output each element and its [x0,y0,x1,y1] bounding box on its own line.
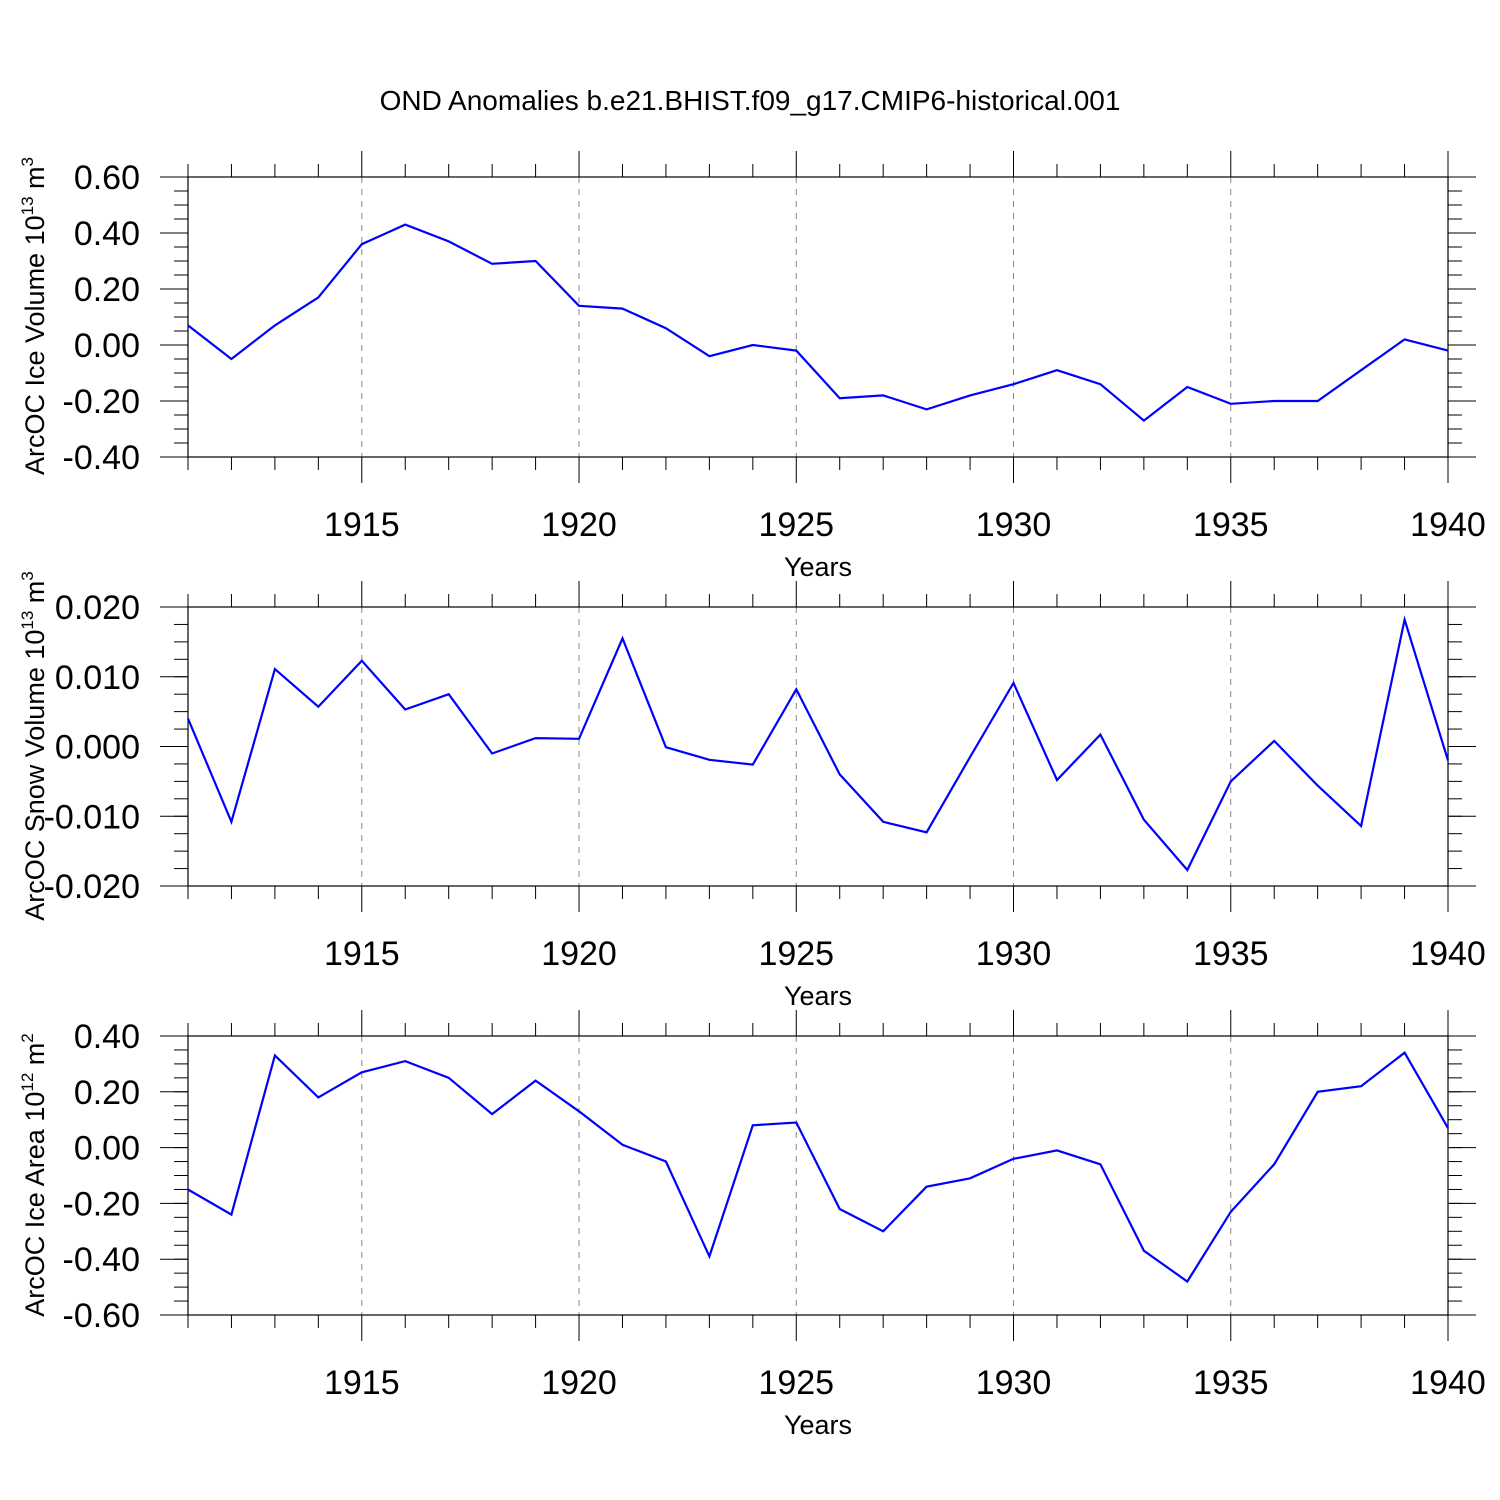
panel-snow-volume-series-line-0 [186,615,1450,872]
panel-snow-volume-ytick-label-0: -0.020 [44,868,140,906]
panel-ice-volume-y-title-unit-exp: 3 [18,157,37,166]
panel-ice-area-ytick-label-2: -0.20 [63,1185,141,1223]
panel-snow-volume-y-title-unit-exp: 3 [18,571,37,580]
panel-ice-area: Years ArcOC Ice Area 1012 m2 1915 1920 192… [18,1010,1486,1440]
panel-ice-area-y-title-unit-exp: 2 [18,1033,37,1042]
panel-ice-area-y-title-unit: m [20,1043,50,1073]
chart-title: OND Anomalies b.e21.BHIST.f09_g17.CMIP6-… [380,85,1121,116]
panel-snow-volume-x-title: Years [784,981,852,1011]
panel-ice-volume-series-line-0 [187,223,1449,423]
panel-snow-volume-y-title-unit: m [20,581,50,611]
panel-ice-area-series-line-0 [187,1051,1449,1284]
panel-ice-volume-ytick-label-2: 0.00 [74,327,140,365]
panel-ice-volume-xtick-label-5: 1940 [1410,506,1486,544]
panel-ice-area-xtick-label-3: 1930 [976,1364,1052,1402]
panel-ice-area-xtick-label-4: 1935 [1193,1364,1269,1402]
panel-ice-volume-xtick-label-1: 1920 [541,506,617,544]
panel-ice-area-frame [187,1035,1449,1316]
panel-ice-volume-y-title-unit: m [20,166,50,196]
panel-ice-volume-ytick-label-4: 0.40 [74,215,140,253]
panel-ice-volume: Years ArcOC Ice Volume 1013 m3 1915 1920 1… [18,151,1486,582]
panel-snow-volume-y-title-exp: 13 [18,611,37,630]
panel-ice-area-xtick-label-1: 1920 [541,1364,617,1402]
panel-snow-volume-ytick-label-1: -0.010 [44,798,140,836]
panel-ice-area-y-title: ArcOC Ice Area 1012 m2 [18,1033,50,1317]
panel-snow-volume-y-title-main: ArcOC Snow Volume 10 [20,630,50,921]
panel-snow-volume-ytick-label-2: 0.000 [55,729,140,767]
panel-ice-area-y-title-main: ArcOC Ice Area 10 [20,1092,50,1317]
panel-ice-volume-xtick-label-3: 1930 [976,506,1052,544]
panel-snow-volume-ytick-label-4: 0.020 [55,589,140,627]
panel-ice-volume-ytick-label-1: -0.20 [63,383,141,421]
panel-ice-volume-y-title: ArcOC Ice Volume 1013 m3 [18,157,50,475]
panel-ice-area-ytick-label-0: -0.60 [63,1297,141,1335]
panel-ice-volume-xtick-label-0: 1915 [324,506,400,544]
panel-ice-area-x-title: Years [784,1410,852,1440]
panel-snow-volume-frame [187,606,1449,887]
panel-ice-volume-ytick-label-5: 0.60 [74,159,140,197]
panel-snow-volume-ytick-label-3: 0.010 [55,659,140,697]
panel-ice-area-xtick-label-0: 1915 [324,1364,400,1402]
panel-ice-area-ytick-label-5: 0.40 [74,1018,140,1056]
panel-ice-area-ytick-label-1: -0.40 [63,1241,141,1279]
panel-ice-volume-x-title: Years [784,552,852,582]
panel-snow-volume-xtick-label-5: 1940 [1410,935,1486,973]
panel-ice-volume-ytick-label-0: -0.40 [63,439,141,477]
panel-ice-area-xtick-label-5: 1940 [1410,1364,1486,1402]
panel-snow-volume-xtick-label-0: 1915 [324,935,400,973]
panel-ice-volume-xtick-label-2: 1925 [758,506,834,544]
panel-ice-volume-y-title-exp: 13 [18,196,37,215]
panel-snow-volume-xtick-label-3: 1930 [976,935,1052,973]
panel-snow-volume-xtick-label-4: 1935 [1193,935,1269,973]
panel-ice-volume-frame [187,176,1449,458]
panel-ice-volume-ytick-label-3: 0.20 [74,271,140,309]
panel-snow-volume-xtick-label-1: 1920 [541,935,617,973]
panel-ice-area-y-title-exp: 12 [18,1073,37,1092]
panel-ice-area-xtick-label-2: 1925 [758,1364,834,1402]
panel-ice-volume-xtick-label-4: 1935 [1193,506,1269,544]
panel-snow-volume-xtick-label-2: 1925 [758,935,834,973]
panel-snow-volume-y-title: ArcOC Snow Volume 1013 m3 [18,571,50,921]
panel-snow-volume: Years ArcOC Snow Volume 1013 m3 1915 1920… [18,571,1486,1011]
panel-ice-area-ytick-label-3: 0.00 [74,1130,140,1168]
panel-ice-area-ytick-label-4: 0.20 [74,1074,140,1112]
panel-ice-volume-y-title-main: ArcOC Ice Volume 10 [20,215,50,475]
